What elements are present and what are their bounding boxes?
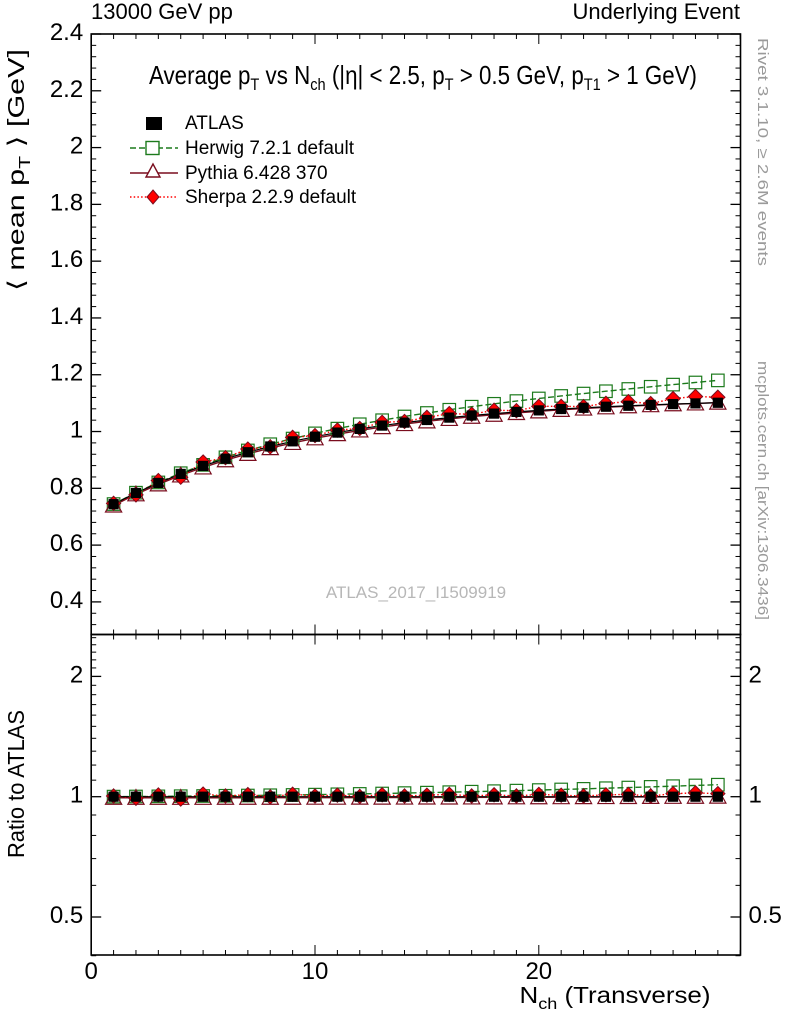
svg-text:1.6: 1.6	[50, 246, 83, 273]
svg-text:20: 20	[525, 958, 552, 985]
svg-text:13000 GeV pp: 13000 GeV pp	[91, 0, 233, 24]
svg-text:0.6: 0.6	[50, 530, 83, 557]
svg-text:2: 2	[749, 661, 762, 688]
svg-text:ATLAS: ATLAS	[185, 113, 244, 134]
svg-text:mcplots.cern.ch [arXiv:1306.34: mcplots.cern.ch [arXiv:1306.3436]	[754, 361, 771, 620]
svg-text:2.2: 2.2	[50, 76, 83, 103]
svg-text:2: 2	[70, 661, 83, 688]
svg-text:2: 2	[70, 133, 83, 160]
svg-text:0: 0	[85, 958, 98, 985]
svg-text:10: 10	[302, 958, 329, 985]
svg-text:2.4: 2.4	[50, 19, 83, 46]
svg-text:Underlying Event: Underlying Event	[572, 0, 740, 24]
svg-text:Sherpa 2.2.9 default: Sherpa 2.2.9 default	[185, 187, 357, 208]
svg-text:ATLAS_2017_I1509919: ATLAS_2017_I1509919	[326, 583, 506, 602]
svg-text:1: 1	[70, 782, 83, 809]
svg-text:0.4: 0.4	[50, 587, 83, 614]
svg-text:0.5: 0.5	[50, 902, 83, 929]
svg-text:1.2: 1.2	[50, 360, 83, 387]
svg-text:Pythia 6.428 370: Pythia 6.428 370	[185, 163, 328, 184]
svg-text:1.4: 1.4	[50, 303, 83, 330]
svg-text:1: 1	[70, 417, 83, 444]
svg-text:1.8: 1.8	[50, 189, 83, 216]
svg-text:1: 1	[749, 782, 762, 809]
svg-text:0.5: 0.5	[749, 902, 782, 929]
svg-text:Herwig 7.2.1 default: Herwig 7.2.1 default	[185, 138, 355, 159]
svg-text:Average pT vs Nch (|η| < 2.5,: Average pT vs Nch (|η| < 2.5, pT > 0.5 G…	[149, 60, 697, 94]
svg-text:Ratio to ATLAS: Ratio to ATLAS	[3, 710, 29, 858]
svg-text:0.8: 0.8	[50, 473, 83, 500]
svg-text:Rivet 3.1.10, ≥ 2.6M events: Rivet 3.1.10, ≥ 2.6M events	[754, 38, 771, 266]
